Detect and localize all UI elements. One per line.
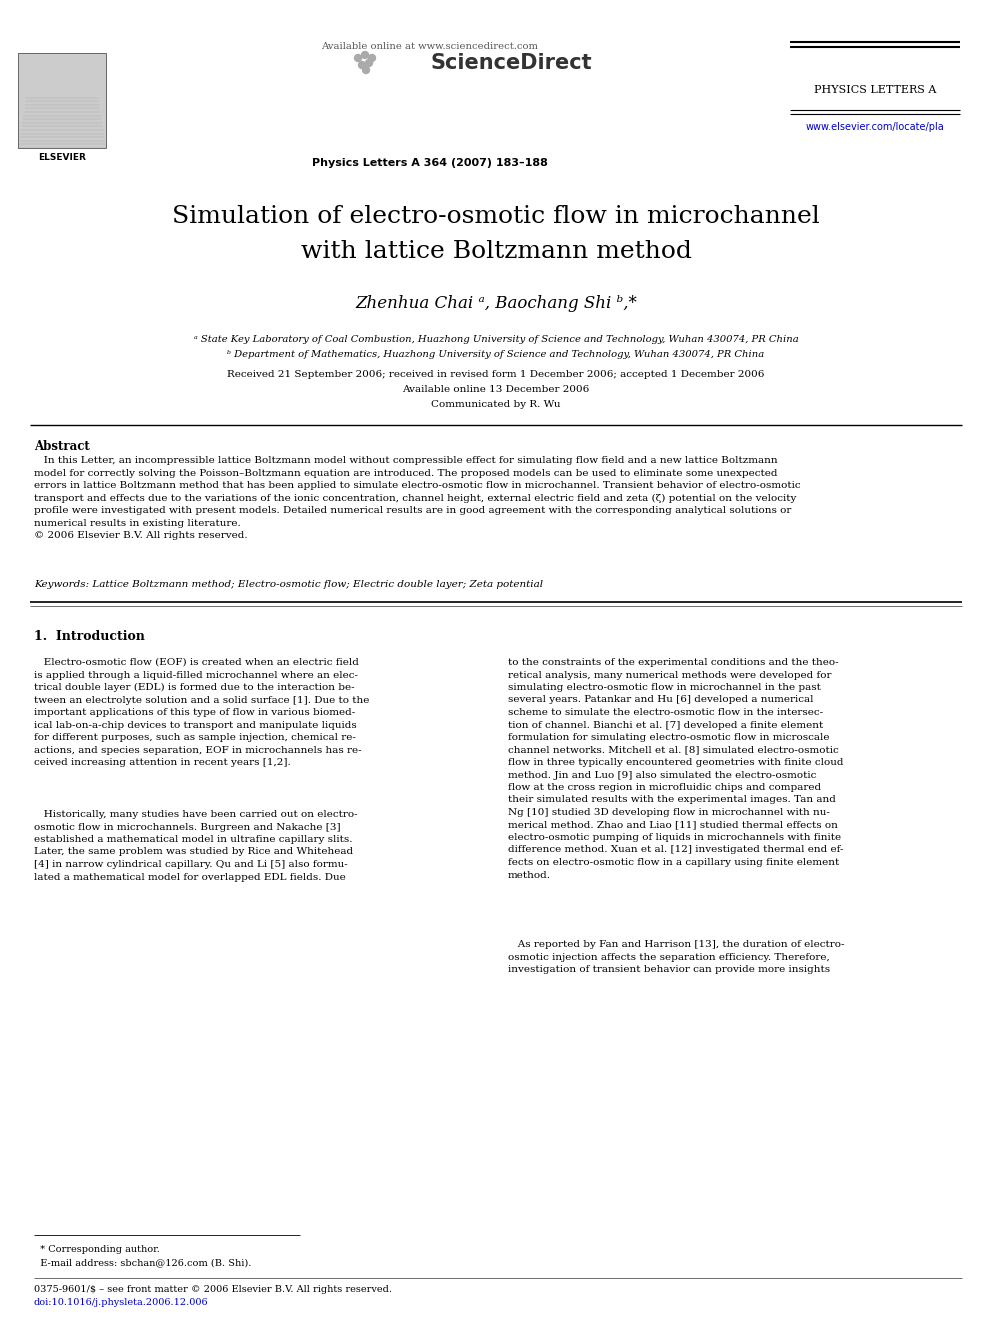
Text: ELSEVIER: ELSEVIER — [38, 153, 86, 161]
Text: Available online at www.sciencedirect.com: Available online at www.sciencedirect.co… — [321, 42, 539, 52]
Text: ScienceDirect: ScienceDirect — [430, 53, 591, 73]
Text: 1.  Introduction: 1. Introduction — [34, 630, 145, 643]
Circle shape — [354, 54, 361, 61]
Circle shape — [362, 66, 369, 74]
Text: doi:10.1016/j.physleta.2006.12.006: doi:10.1016/j.physleta.2006.12.006 — [34, 1298, 208, 1307]
Text: Simulation of electro-osmotic flow in microchannel: Simulation of electro-osmotic flow in mi… — [173, 205, 819, 228]
Bar — [18, 53, 106, 148]
Text: E-mail address: sbchan@126.com (B. Shi).: E-mail address: sbchan@126.com (B. Shi). — [34, 1258, 251, 1267]
Text: Keywords: Lattice Boltzmann method; Electro-osmotic flow; Electric double layer;: Keywords: Lattice Boltzmann method; Elec… — [34, 579, 544, 589]
Text: Abstract: Abstract — [34, 441, 89, 452]
Text: 0375-9601/$ – see front matter © 2006 Elsevier B.V. All rights reserved.: 0375-9601/$ – see front matter © 2006 El… — [34, 1285, 392, 1294]
Text: * Corresponding author.: * Corresponding author. — [34, 1245, 160, 1254]
Text: to the constraints of the experimental conditions and the theo-
retical analysis: to the constraints of the experimental c… — [508, 658, 843, 880]
Circle shape — [361, 52, 368, 58]
Circle shape — [368, 54, 376, 61]
Circle shape — [358, 61, 365, 69]
Text: ᵇ Department of Mathematics, Huazhong University of Science and Technology, Wuha: ᵇ Department of Mathematics, Huazhong Un… — [227, 351, 765, 359]
Text: Historically, many studies have been carried out on electro-
osmotic flow in mic: Historically, many studies have been car… — [34, 810, 358, 881]
Text: Received 21 September 2006; received in revised form 1 December 2006; accepted 1: Received 21 September 2006; received in … — [227, 370, 765, 378]
Text: Available online 13 December 2006: Available online 13 December 2006 — [403, 385, 589, 394]
Text: Zhenhua Chai ᵃ, Baochang Shi ᵇ,*: Zhenhua Chai ᵃ, Baochang Shi ᵇ,* — [355, 295, 637, 312]
Text: ᵃ State Key Laboratory of Coal Combustion, Huazhong University of Science and Te: ᵃ State Key Laboratory of Coal Combustio… — [193, 335, 799, 344]
Text: www.elsevier.com/locate/pla: www.elsevier.com/locate/pla — [806, 122, 944, 132]
Text: As reported by Fan and Harrison [13], the duration of electro-
osmotic injection: As reported by Fan and Harrison [13], th… — [508, 941, 844, 974]
Text: with lattice Boltzmann method: with lattice Boltzmann method — [301, 239, 691, 263]
Text: Communicated by R. Wu: Communicated by R. Wu — [432, 400, 560, 409]
Text: Physics Letters A 364 (2007) 183–188: Physics Letters A 364 (2007) 183–188 — [312, 157, 548, 168]
Circle shape — [365, 60, 373, 66]
Text: Electro-osmotic flow (EOF) is created when an electric field
is applied through : Electro-osmotic flow (EOF) is created wh… — [34, 658, 369, 767]
Text: PHYSICS LETTERS A: PHYSICS LETTERS A — [813, 85, 936, 95]
Text: In this Letter, an incompressible lattice Boltzmann model without compressible e: In this Letter, an incompressible lattic… — [34, 456, 801, 540]
